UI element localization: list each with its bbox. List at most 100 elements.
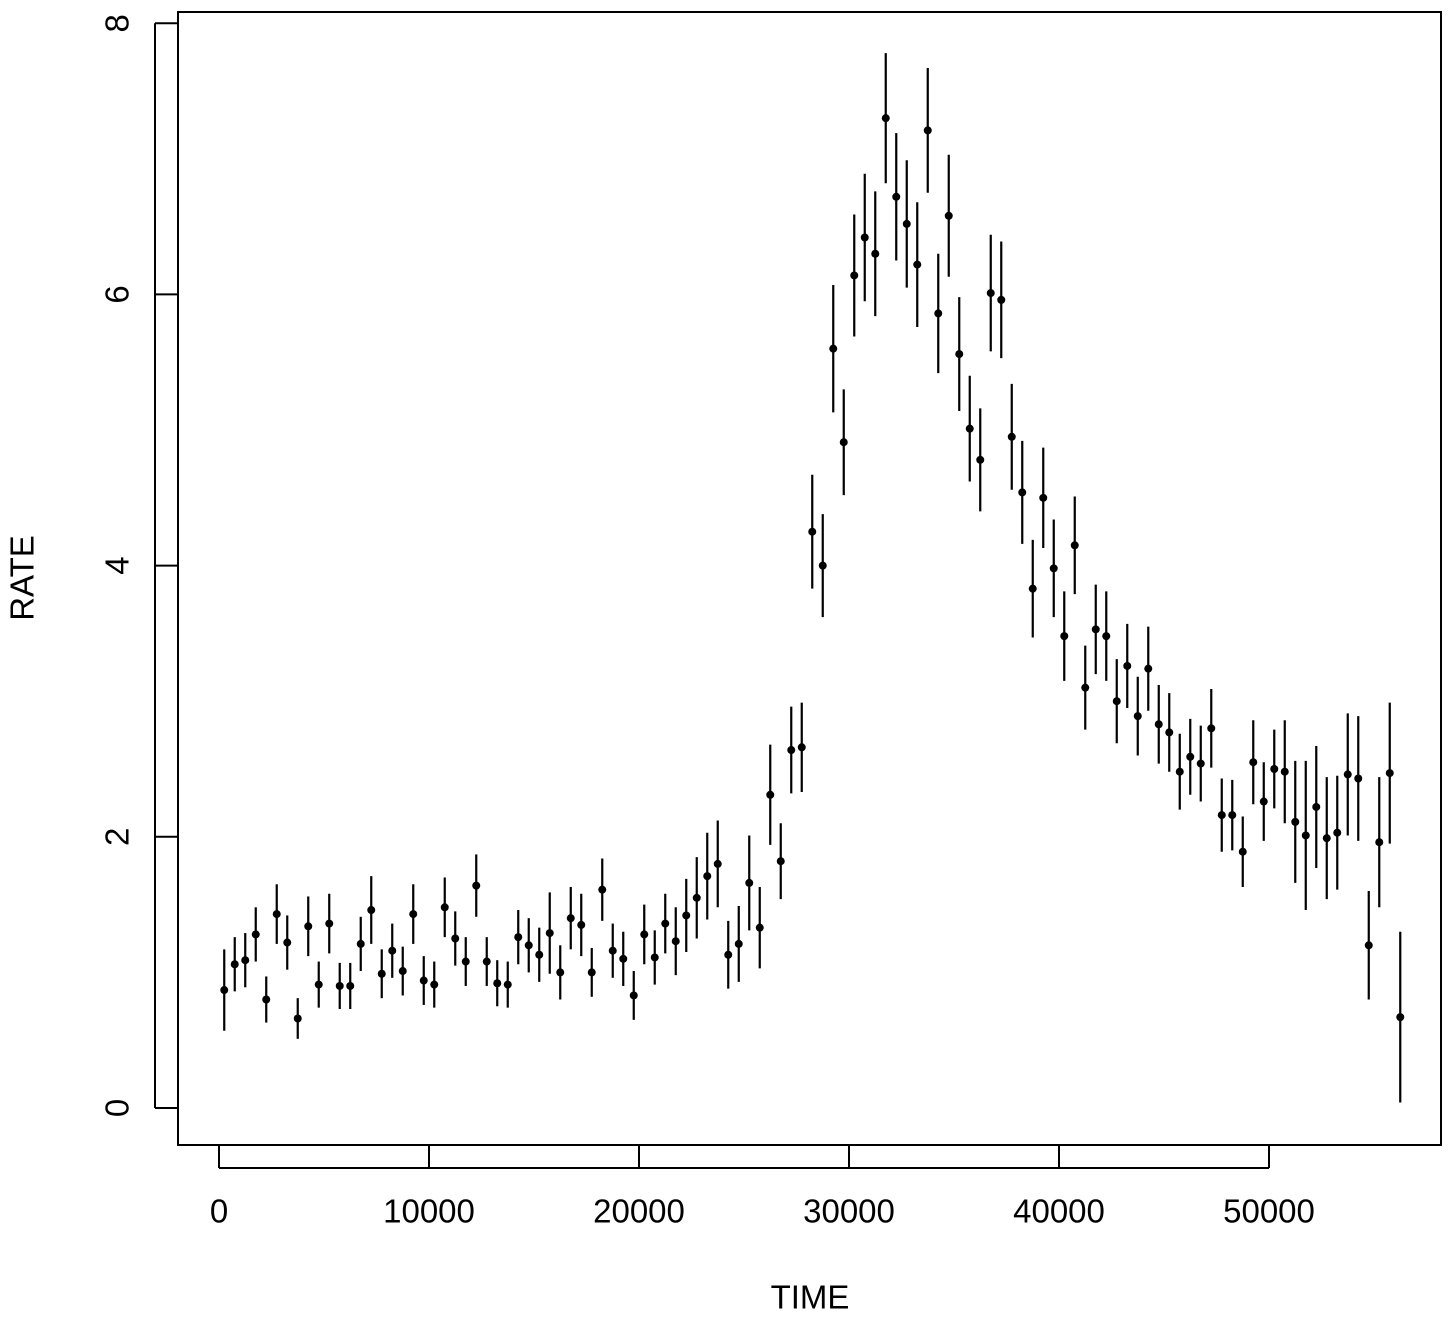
data-point: [734, 939, 743, 948]
data-point: [503, 980, 512, 989]
data-point: [671, 937, 680, 946]
y-tick-label: 2: [99, 828, 136, 846]
data-point: [1259, 797, 1268, 806]
data-point: [860, 233, 869, 242]
data-point: [577, 920, 586, 929]
data-point: [1207, 724, 1216, 733]
data-point: [1123, 661, 1132, 670]
data-point: [514, 933, 523, 942]
data-point: [293, 1014, 302, 1023]
data-point: [1291, 817, 1300, 826]
data-point: [1007, 432, 1016, 441]
data-point: [808, 527, 817, 536]
x-tick-label: 20000: [593, 1193, 685, 1230]
data-point: [1060, 632, 1069, 641]
x-tick-label: 10000: [383, 1193, 475, 1230]
data-point: [619, 954, 628, 963]
data-point: [1270, 765, 1279, 774]
data-point: [913, 260, 922, 269]
data-point: [1217, 811, 1226, 820]
data-point: [608, 946, 617, 955]
data-point: [1375, 838, 1384, 847]
data-point: [1186, 752, 1195, 761]
data-point: [986, 289, 995, 298]
data-point: [377, 969, 386, 978]
data-point: [566, 914, 575, 923]
data-point: [482, 957, 491, 966]
data-point: [1249, 758, 1258, 767]
data-point: [1228, 811, 1237, 820]
data-point: [692, 893, 701, 902]
data-point: [745, 878, 754, 887]
data-point: [535, 950, 544, 959]
y-tick-label: 6: [99, 285, 136, 303]
data-point: [724, 950, 733, 959]
data-point: [703, 872, 712, 881]
data-point: [283, 938, 292, 947]
data-point: [367, 906, 376, 915]
data-point: [1133, 712, 1142, 721]
data-point: [1039, 493, 1048, 502]
data-point: [1081, 683, 1090, 692]
data-point: [1196, 759, 1205, 768]
data-point: [1070, 541, 1079, 550]
data-point: [1154, 720, 1163, 729]
data-point: [944, 211, 953, 220]
data-point: [1144, 664, 1153, 673]
data-point: [797, 743, 806, 752]
data-point: [1112, 697, 1121, 706]
y-tick-label: 4: [99, 556, 136, 574]
data-point: [1091, 625, 1100, 634]
data-point: [1165, 728, 1174, 737]
data-point: [650, 953, 659, 962]
y-tick-label: 8: [99, 14, 136, 32]
data-point: [1364, 941, 1373, 950]
data-point: [304, 922, 313, 931]
data-point: [472, 881, 481, 890]
data-point: [419, 976, 428, 985]
data-point: [1312, 802, 1321, 811]
x-axis-label: TIME: [771, 1279, 850, 1316]
data-point: [598, 885, 607, 894]
data-point: [493, 979, 502, 988]
data-point: [997, 295, 1006, 304]
data-point: [661, 919, 670, 928]
data-point: [934, 309, 943, 318]
plot-frame: [177, 11, 1442, 1146]
data-point: [1333, 828, 1342, 837]
data-point: [335, 981, 344, 990]
data-point: [766, 790, 775, 799]
data-point: [1354, 774, 1363, 783]
data-point: [1102, 632, 1111, 641]
x-tick-label: 50000: [1223, 1193, 1315, 1230]
x-tick-label: 0: [210, 1193, 228, 1230]
data-point: [1343, 770, 1352, 779]
data-point: [1396, 1013, 1405, 1022]
data-point: [230, 960, 239, 969]
data-point: [241, 956, 250, 965]
data-point: [1049, 564, 1058, 573]
data-point: [976, 455, 985, 464]
data-point: [587, 968, 596, 977]
data-point: [356, 939, 365, 948]
data-point: [829, 344, 838, 353]
data-point: [965, 424, 974, 433]
data-point: [314, 980, 323, 989]
data-point: [1028, 584, 1037, 593]
data-point: [1018, 488, 1027, 497]
data-point: [409, 910, 418, 919]
data-point: [640, 930, 649, 939]
data-point: [251, 930, 260, 939]
y-axis-label: RATE: [4, 535, 41, 621]
data-point: [398, 967, 407, 976]
data-point: [839, 438, 848, 447]
data-point: [776, 857, 785, 866]
data-point: [1238, 847, 1247, 856]
data-point: [388, 946, 397, 955]
data-point: [1175, 767, 1184, 776]
data-point: [451, 934, 460, 943]
data-point: [325, 919, 334, 928]
x-tick-label: 40000: [1013, 1193, 1105, 1230]
data-point: [1322, 834, 1331, 843]
